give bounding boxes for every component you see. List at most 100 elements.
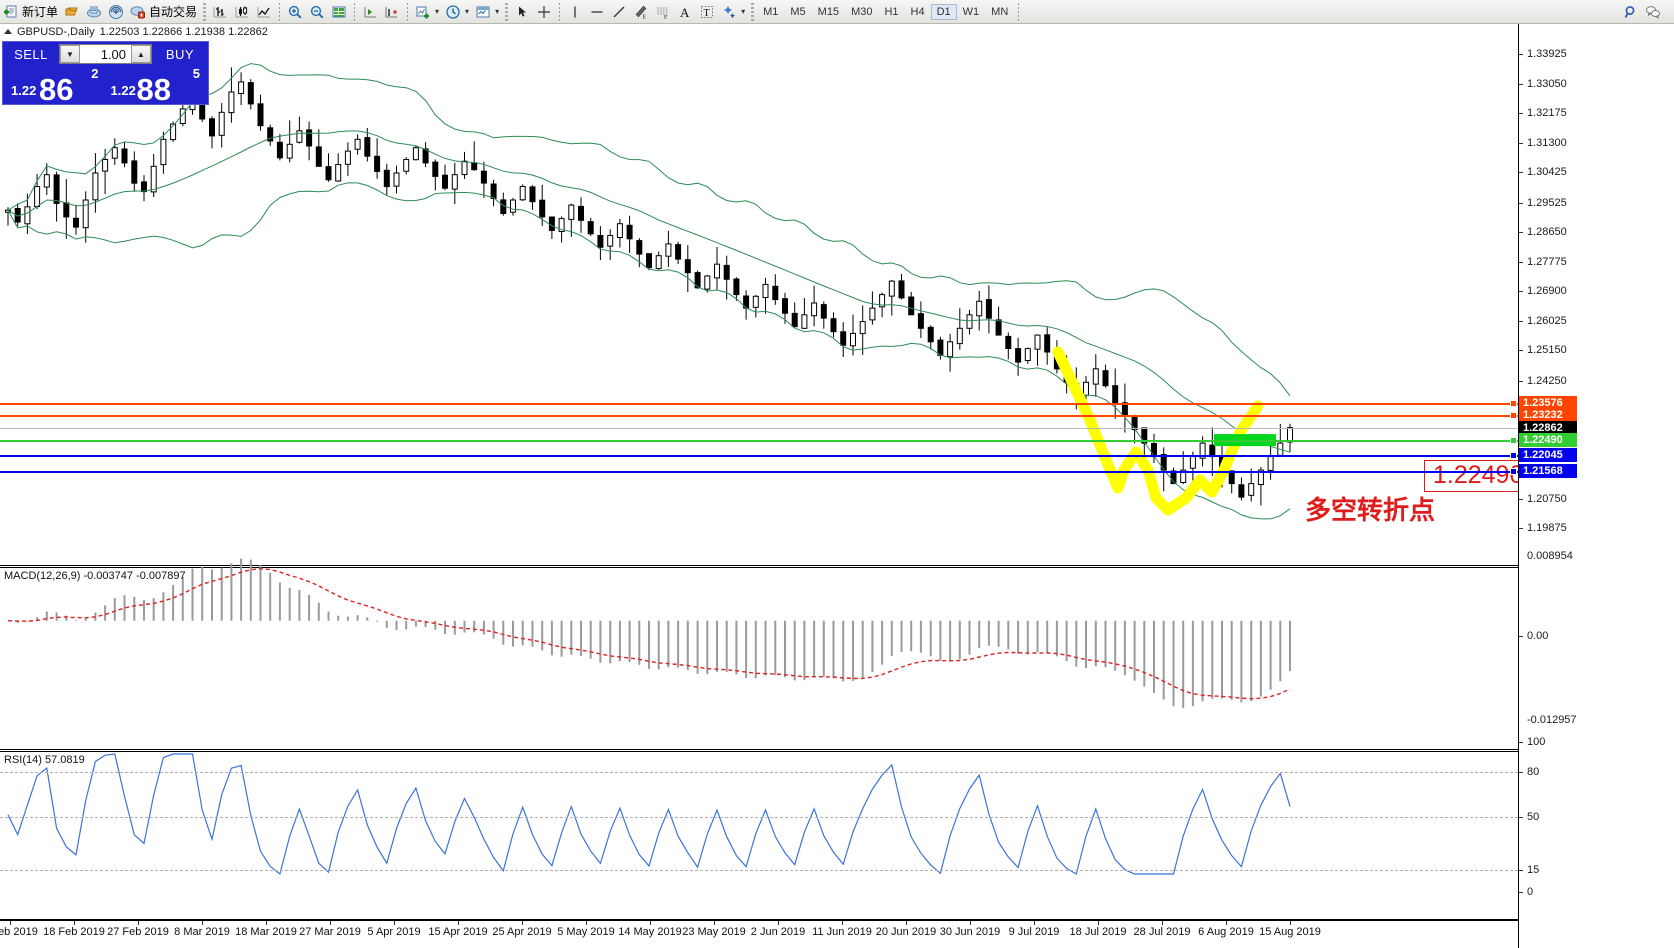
timeframe-w1[interactable]: W1 bbox=[962, 5, 980, 18]
date-axis-label: 18 Jul 2019 bbox=[1069, 926, 1127, 938]
buy-button[interactable]: BUY bbox=[165, 46, 195, 62]
chat-button[interactable] bbox=[1642, 1, 1664, 23]
level-drag-handle[interactable] bbox=[1510, 400, 1517, 408]
volume-value[interactable]: 1.00 bbox=[100, 46, 126, 62]
chart-area[interactable]: MACD(12,26,9) -0.003747 -0.007897 RSI(14… bbox=[0, 24, 1674, 948]
macd-pane-top-border2 bbox=[0, 567, 1518, 568]
volume-dropdown-icon[interactable]: ▼ bbox=[60, 45, 80, 63]
text-label-button[interactable]: T bbox=[696, 1, 718, 23]
price-axis-tick bbox=[1519, 320, 1523, 322]
support-line-1[interactable] bbox=[0, 455, 1518, 458]
resistance-line-1[interactable] bbox=[0, 403, 1518, 406]
bar-chart-button[interactable] bbox=[209, 1, 231, 23]
timeframe-m1[interactable]: M1 bbox=[763, 5, 779, 18]
fibonacci-button[interactable]: F bbox=[652, 1, 674, 23]
one-click-trading-panel[interactable]: SELL ▼ 1.00 ▲ BUY 1.22 86 2 1.22 88 5 bbox=[2, 41, 209, 105]
toolbar-grip-3[interactable] bbox=[751, 2, 755, 21]
data-window-button[interactable] bbox=[328, 1, 350, 23]
svg-text:A: A bbox=[680, 5, 690, 20]
bid-quote[interactable]: 1.22 86 2 bbox=[5, 66, 105, 105]
timeframe-m5[interactable]: M5 bbox=[790, 5, 806, 18]
date-axis-label: 14 May 2019 bbox=[618, 926, 682, 938]
price-axis-label: 1.31300 bbox=[1527, 136, 1567, 149]
svg-text:E: E bbox=[643, 14, 647, 20]
zoom-in-icon bbox=[287, 4, 303, 20]
date-axis-tick bbox=[10, 921, 11, 925]
timeframe-m15[interactable]: M15 bbox=[817, 5, 840, 18]
templates-button[interactable]: ▾ bbox=[472, 1, 502, 23]
signal-icon bbox=[108, 4, 124, 20]
templates-caret-icon[interactable]: ▾ bbox=[495, 7, 500, 16]
ask-price-fraction: 5 bbox=[192, 66, 200, 81]
zoom-out-button[interactable] bbox=[306, 1, 328, 23]
support-line-2[interactable] bbox=[0, 471, 1518, 474]
macd-pane-top-border bbox=[0, 565, 1518, 566]
candlestick-chart-button[interactable] bbox=[231, 1, 253, 23]
price-pane[interactable] bbox=[0, 38, 1518, 565]
period-caret-icon[interactable]: ▾ bbox=[465, 7, 470, 16]
crosshair-button[interactable] bbox=[533, 1, 555, 23]
shapes-button[interactable]: ▾ bbox=[718, 1, 748, 23]
level-drag-handle[interactable] bbox=[1510, 468, 1517, 476]
new-order-button[interactable]: 新订单 bbox=[0, 1, 61, 23]
toolbar-grip-2[interactable] bbox=[505, 2, 509, 21]
timeframe-d1[interactable]: D1 bbox=[930, 3, 957, 20]
auto-scroll-button[interactable] bbox=[359, 1, 381, 23]
price-axis-tick bbox=[1519, 83, 1523, 85]
sell-button[interactable]: SELL bbox=[14, 46, 48, 62]
line-chart-button[interactable] bbox=[253, 1, 275, 23]
cursor-button[interactable] bbox=[511, 1, 533, 23]
zoom-out-icon bbox=[309, 4, 325, 20]
price-axis-tick bbox=[1519, 380, 1523, 382]
signal-button[interactable] bbox=[105, 1, 127, 23]
zoom-in-button[interactable] bbox=[284, 1, 306, 23]
date-axis-tick bbox=[330, 921, 331, 925]
level-price-tag: 1.23232 bbox=[1519, 408, 1577, 422]
equidistant-channel-button[interactable]: E bbox=[630, 1, 652, 23]
macd-pane[interactable] bbox=[0, 568, 1518, 749]
last-price-line[interactable] bbox=[0, 427, 1518, 429]
search-icon bbox=[1623, 4, 1639, 20]
indicators-button[interactable]: ▾ bbox=[412, 1, 442, 23]
toolbar-separator-4 bbox=[559, 2, 561, 21]
macd-axis-label: -0.012957 bbox=[1527, 714, 1577, 726]
indicators-caret-icon[interactable]: ▾ bbox=[435, 7, 440, 16]
period-button[interactable]: ▾ bbox=[442, 1, 472, 23]
search-button[interactable] bbox=[1620, 1, 1642, 23]
date-axis-tick bbox=[970, 921, 971, 925]
date-axis-tick bbox=[906, 921, 907, 925]
level-drag-handle[interactable] bbox=[1510, 412, 1517, 419]
pivot-line[interactable] bbox=[0, 440, 1518, 443]
toolbar-grip-1[interactable] bbox=[203, 2, 207, 21]
text-button[interactable]: A bbox=[674, 1, 696, 23]
chart-shift-button[interactable] bbox=[381, 1, 403, 23]
timeframe-h1[interactable]: H1 bbox=[884, 5, 899, 18]
timeframe-mn[interactable]: MN bbox=[991, 5, 1009, 18]
level-drag-handle[interactable] bbox=[1510, 452, 1517, 460]
date-axis-tick bbox=[266, 921, 267, 925]
vertical-line-button[interactable] bbox=[564, 1, 586, 23]
folder-button[interactable] bbox=[61, 1, 83, 23]
volume-spinner[interactable]: ▼ 1.00 ▲ bbox=[59, 44, 152, 64]
level-drag-handle[interactable] bbox=[1510, 437, 1517, 445]
date-axis-tick bbox=[650, 921, 651, 925]
price-axis[interactable]: 1.33925 1.33050 1.32175 1.31300 1.30425 1.295… bbox=[1518, 24, 1674, 948]
price-axis-label: 1.30425 bbox=[1527, 166, 1567, 179]
rsi-pane[interactable] bbox=[0, 752, 1518, 919]
toolbar-separator-5 bbox=[1018, 2, 1020, 21]
autotrading-button[interactable]: 自动交易 bbox=[127, 1, 200, 23]
resistance-line-2[interactable] bbox=[0, 415, 1518, 417]
ask-quote[interactable]: 1.22 88 5 bbox=[106, 66, 206, 105]
collapse-triangle-icon[interactable] bbox=[4, 29, 12, 34]
horizontal-line-button[interactable] bbox=[586, 1, 608, 23]
volume-increment-icon[interactable]: ▲ bbox=[131, 45, 151, 63]
trendline-button[interactable] bbox=[608, 1, 630, 23]
timeframe-m30[interactable]: M30 bbox=[851, 5, 873, 18]
chart-shift-icon bbox=[384, 4, 400, 20]
price-axis-label: 1.33050 bbox=[1527, 77, 1567, 90]
timeframe-h4[interactable]: H4 bbox=[910, 5, 925, 18]
shapes-caret-icon[interactable]: ▾ bbox=[741, 7, 746, 16]
date-axis-tick bbox=[842, 921, 843, 925]
symbol-name: GBPUSD-,Daily bbox=[17, 25, 95, 38]
terminal-button[interactable] bbox=[83, 1, 105, 23]
